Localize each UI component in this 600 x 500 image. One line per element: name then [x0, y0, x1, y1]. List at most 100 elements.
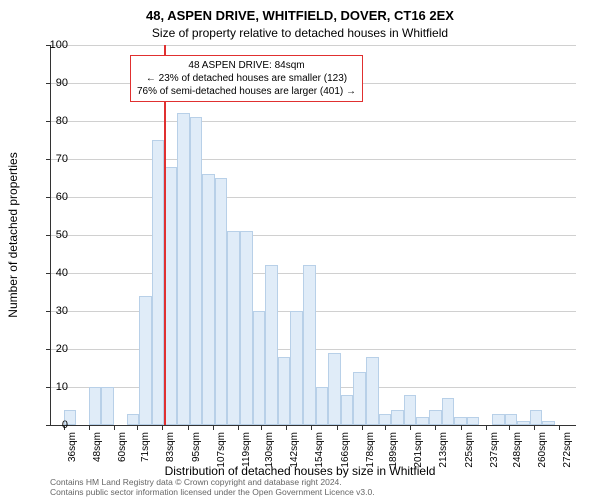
- footer-attribution: Contains HM Land Registry data © Crown c…: [50, 477, 375, 497]
- xtick-mark: [410, 425, 411, 430]
- histogram-bar: [341, 395, 354, 425]
- histogram-bar: [265, 265, 278, 425]
- histogram-bar: [429, 410, 442, 425]
- gridline: [51, 159, 576, 160]
- xtick-mark: [261, 425, 262, 430]
- histogram-bar: [316, 387, 329, 425]
- xtick-label: 60sqm: [117, 432, 128, 462]
- ytick-label: 20: [43, 343, 68, 355]
- histogram-bar: [290, 311, 303, 425]
- histogram-bar: [467, 417, 480, 425]
- histogram-bar: [492, 414, 505, 425]
- xtick-mark: [559, 425, 560, 430]
- ytick-label: 80: [43, 115, 68, 127]
- footer-line1: Contains HM Land Registry data © Crown c…: [50, 477, 375, 487]
- xtick-mark: [238, 425, 239, 430]
- xtick-label: 130sqm: [264, 432, 275, 468]
- plot-area: [50, 45, 576, 426]
- xtick-mark: [137, 425, 138, 430]
- annotation-line3: 76% of semi-detached houses are larger (…: [137, 85, 356, 98]
- xtick-label: 48sqm: [92, 432, 103, 462]
- ytick-label: 30: [43, 305, 68, 317]
- xtick-label: 142sqm: [289, 432, 300, 468]
- footer-line2: Contains public sector information licen…: [50, 487, 375, 497]
- histogram-bar: [303, 265, 316, 425]
- histogram-bar: [366, 357, 379, 425]
- xtick-mark: [162, 425, 163, 430]
- gridline: [51, 235, 576, 236]
- xtick-mark: [435, 425, 436, 430]
- xtick-mark: [362, 425, 363, 430]
- histogram-bar: [379, 414, 392, 425]
- histogram-bar: [353, 372, 366, 425]
- xtick-label: 237sqm: [489, 432, 500, 468]
- histogram-bar: [152, 140, 165, 425]
- histogram-bar: [542, 421, 555, 425]
- ytick-label: 0: [43, 419, 68, 431]
- chart-title-desc: Size of property relative to detached ho…: [0, 26, 600, 40]
- histogram-bar: [404, 395, 417, 425]
- histogram-bar: [517, 421, 530, 425]
- ytick-label: 100: [43, 39, 68, 51]
- xtick-mark: [486, 425, 487, 430]
- histogram-bar: [177, 113, 190, 425]
- histogram-bar: [416, 417, 429, 425]
- histogram-bar: [240, 231, 253, 425]
- histogram-bar: [215, 178, 228, 425]
- xtick-mark: [114, 425, 115, 430]
- annotation-callout: 48 ASPEN DRIVE: 84sqm← 23% of detached h…: [130, 55, 363, 102]
- histogram-bar: [227, 231, 240, 425]
- gridline: [51, 121, 576, 122]
- annotation-line2: ← 23% of detached houses are smaller (12…: [137, 72, 356, 85]
- xtick-label: 201sqm: [413, 432, 424, 468]
- xtick-mark: [509, 425, 510, 430]
- xtick-mark: [213, 425, 214, 430]
- xtick-label: 189sqm: [388, 432, 399, 468]
- histogram-bar: [202, 174, 215, 425]
- ytick-label: 70: [43, 153, 68, 165]
- ytick-label: 50: [43, 229, 68, 241]
- histogram-bar: [89, 387, 102, 425]
- xtick-label: 225sqm: [464, 432, 475, 468]
- xtick-mark: [461, 425, 462, 430]
- y-axis-label: Number of detached properties: [6, 152, 20, 317]
- xtick-label: 260sqm: [537, 432, 548, 468]
- xtick-label: 154sqm: [314, 432, 325, 468]
- histogram-bar: [139, 296, 152, 425]
- xtick-label: 178sqm: [365, 432, 376, 468]
- histogram-bar: [253, 311, 266, 425]
- histogram-bar: [505, 414, 518, 425]
- chart-title-address: 48, ASPEN DRIVE, WHITFIELD, DOVER, CT16 …: [0, 8, 600, 23]
- gridline: [51, 197, 576, 198]
- xtick-label: 36sqm: [67, 432, 78, 462]
- annotation-line1: 48 ASPEN DRIVE: 84sqm: [137, 59, 356, 72]
- xtick-mark: [534, 425, 535, 430]
- xtick-label: 107sqm: [216, 432, 227, 468]
- histogram-bar: [127, 414, 140, 425]
- xtick-label: 248sqm: [512, 432, 523, 468]
- xtick-mark: [286, 425, 287, 430]
- xtick-mark: [385, 425, 386, 430]
- property-marker-line: [164, 45, 166, 425]
- histogram-bar: [278, 357, 291, 425]
- ytick-label: 60: [43, 191, 68, 203]
- ytick-label: 90: [43, 77, 68, 89]
- histogram-bar: [454, 417, 467, 425]
- xtick-label: 95sqm: [191, 432, 202, 462]
- ytick-label: 40: [43, 267, 68, 279]
- xtick-mark: [311, 425, 312, 430]
- xtick-label: 166sqm: [340, 432, 351, 468]
- xtick-label: 83sqm: [165, 432, 176, 462]
- xtick-label: 119sqm: [241, 432, 252, 467]
- histogram-bar: [328, 353, 341, 425]
- histogram-bar: [190, 117, 203, 425]
- gridline: [51, 45, 576, 46]
- histogram-bar: [391, 410, 404, 425]
- histogram-bar: [530, 410, 543, 425]
- xtick-mark: [89, 425, 90, 430]
- xtick-label: 213sqm: [438, 432, 449, 468]
- xtick-mark: [188, 425, 189, 430]
- histogram-bar: [101, 387, 114, 425]
- xtick-label: 71sqm: [140, 432, 151, 462]
- ytick-label: 10: [43, 381, 68, 393]
